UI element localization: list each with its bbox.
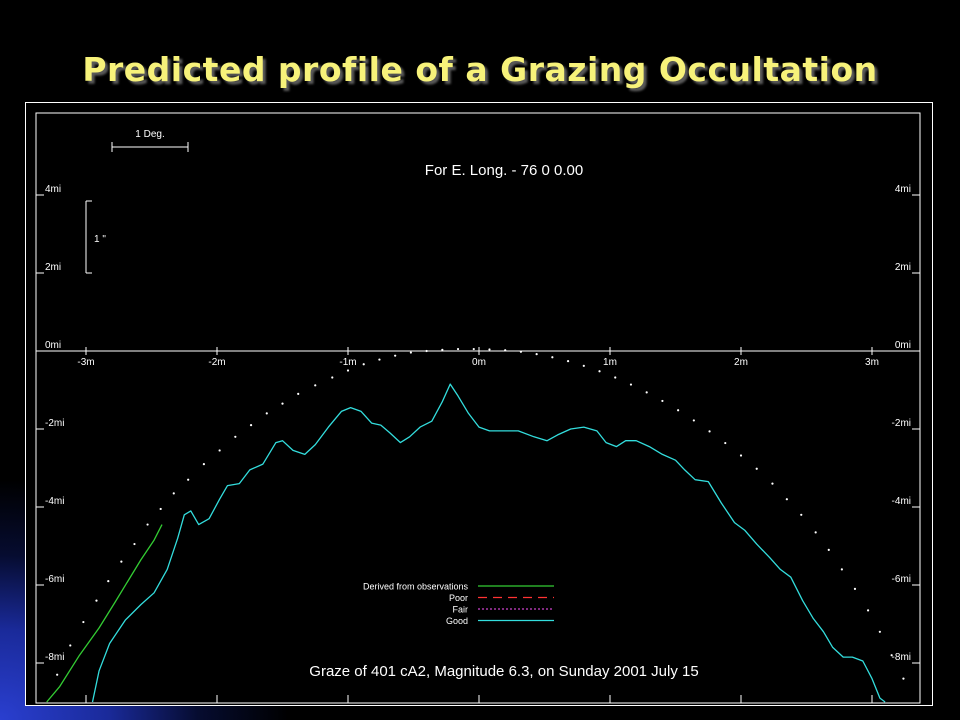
limb-dot [441, 348, 444, 351]
limb-dot [614, 376, 617, 379]
x-tick-label: 0m [472, 357, 486, 368]
legend-label: Poor [449, 593, 468, 603]
limb-dot [159, 507, 162, 511]
limb-dot [472, 347, 475, 351]
x-tick-label: 3m [865, 357, 879, 368]
limb-dot [120, 560, 123, 563]
limb-dot [265, 412, 268, 415]
plot-border [35, 112, 921, 704]
good-profile-line [91, 383, 886, 703]
y-tick-label-left: 0mi [45, 340, 61, 351]
limb-dot [297, 392, 300, 395]
limb-dot [890, 654, 893, 657]
limb-dot [566, 360, 570, 363]
limb-dot [346, 369, 350, 372]
limb-dot [95, 599, 98, 602]
limb-dot [739, 454, 743, 457]
y-tick-label-left: -2mi [45, 418, 64, 429]
limb-dot [582, 364, 585, 367]
limb-dot [107, 580, 110, 583]
x-tick-label: 1m [603, 357, 617, 368]
x-tick-label: -2m [208, 357, 225, 368]
chart-header: For E. Long. - 76 0 0.00 [425, 162, 583, 179]
limb-dot [629, 383, 633, 386]
legend-label: Derived from observations [363, 582, 469, 592]
limb-dot [902, 677, 905, 680]
limb-dot [56, 673, 59, 676]
y-tick-label-left: 4mi [45, 184, 61, 195]
y-tick-label-right: -4mi [892, 496, 911, 507]
y-tick-label-right: 0mi [895, 340, 911, 351]
x-tick-label: 2m [734, 357, 748, 368]
limb-dot [771, 482, 774, 485]
legend-label: Good [446, 616, 468, 626]
limb-dot [598, 370, 601, 373]
limb-dot [488, 348, 491, 351]
y-tick-label-left: -8mi [45, 652, 64, 663]
y-tick-label-right: -2mi [892, 418, 911, 429]
limb-dot [645, 391, 648, 394]
limb-dot [724, 441, 727, 445]
limb-dot [394, 354, 397, 357]
limb-dot [456, 347, 460, 351]
limb-dot [69, 644, 72, 647]
y-tick-label-left: -6mi [45, 574, 64, 585]
limb-dot [82, 620, 85, 624]
occultation-profile-chart: -3m -2m -1m 0m 1m 2m 3m 4mi 4mi 2mi 2mi 0mi 0mi -2mi -… [35, 112, 921, 704]
limb-dot [814, 531, 817, 534]
y-tick-label-left: -4mi [45, 496, 64, 507]
limb-dot [708, 430, 711, 433]
arcsec-scale-label: 1 " [94, 234, 106, 245]
y-tick-label-right: -8mi [892, 652, 911, 663]
limb-dot [692, 419, 695, 422]
limb-dot [504, 349, 507, 352]
limb-dot [133, 542, 136, 546]
limb-dot [800, 513, 803, 516]
limb-dot [677, 409, 680, 412]
limb-dot [661, 399, 664, 403]
limb-dot [535, 353, 538, 356]
limb-dot [409, 351, 412, 354]
limb-dot [187, 478, 190, 481]
limb-dot [840, 568, 843, 571]
slide-title: Predicted profile of a Grazing Occultati… [82, 50, 878, 89]
chart-frame: -3m -2m -1m 0m 1m 2m 3m 4mi 4mi 2mi 2mi 0mi 0mi -2mi -… [25, 102, 933, 706]
limb-dot [878, 630, 881, 633]
limb-dot [314, 384, 317, 387]
limb-dot [519, 350, 523, 353]
limb-dot [425, 349, 428, 353]
limb-dot [378, 358, 381, 361]
x-tick-label: -1m [339, 357, 356, 368]
y-tick-label-right: 2mi [895, 262, 911, 273]
limb-dot [331, 376, 334, 379]
chart-footer: Graze of 401 cA2, Magnitude 6.3, on Sund… [309, 663, 698, 680]
limb-dot [281, 402, 284, 405]
limb-dot [551, 356, 554, 359]
limb-dot [234, 435, 237, 438]
limb-dot [172, 492, 175, 495]
limb-dot [866, 609, 870, 612]
degree-scale-label: 1 Deg. [135, 129, 164, 140]
limb-dot [853, 587, 857, 590]
x-tick-label: -3m [77, 357, 94, 368]
limb-dot [785, 498, 788, 501]
legend-label: Fair [453, 605, 469, 615]
limb-dot [202, 463, 205, 466]
limb-dot [362, 363, 365, 366]
limb-dot [146, 523, 149, 526]
limb-dot [249, 424, 253, 427]
y-tick-label-right: 4mi [895, 184, 911, 195]
limb-dot [218, 449, 221, 452]
limb-dot [827, 548, 830, 551]
y-tick-label-right: -6mi [892, 574, 911, 585]
limb-dot [755, 467, 758, 470]
derived-observations-line [46, 524, 163, 703]
y-tick-label-left: 2mi [45, 262, 61, 273]
